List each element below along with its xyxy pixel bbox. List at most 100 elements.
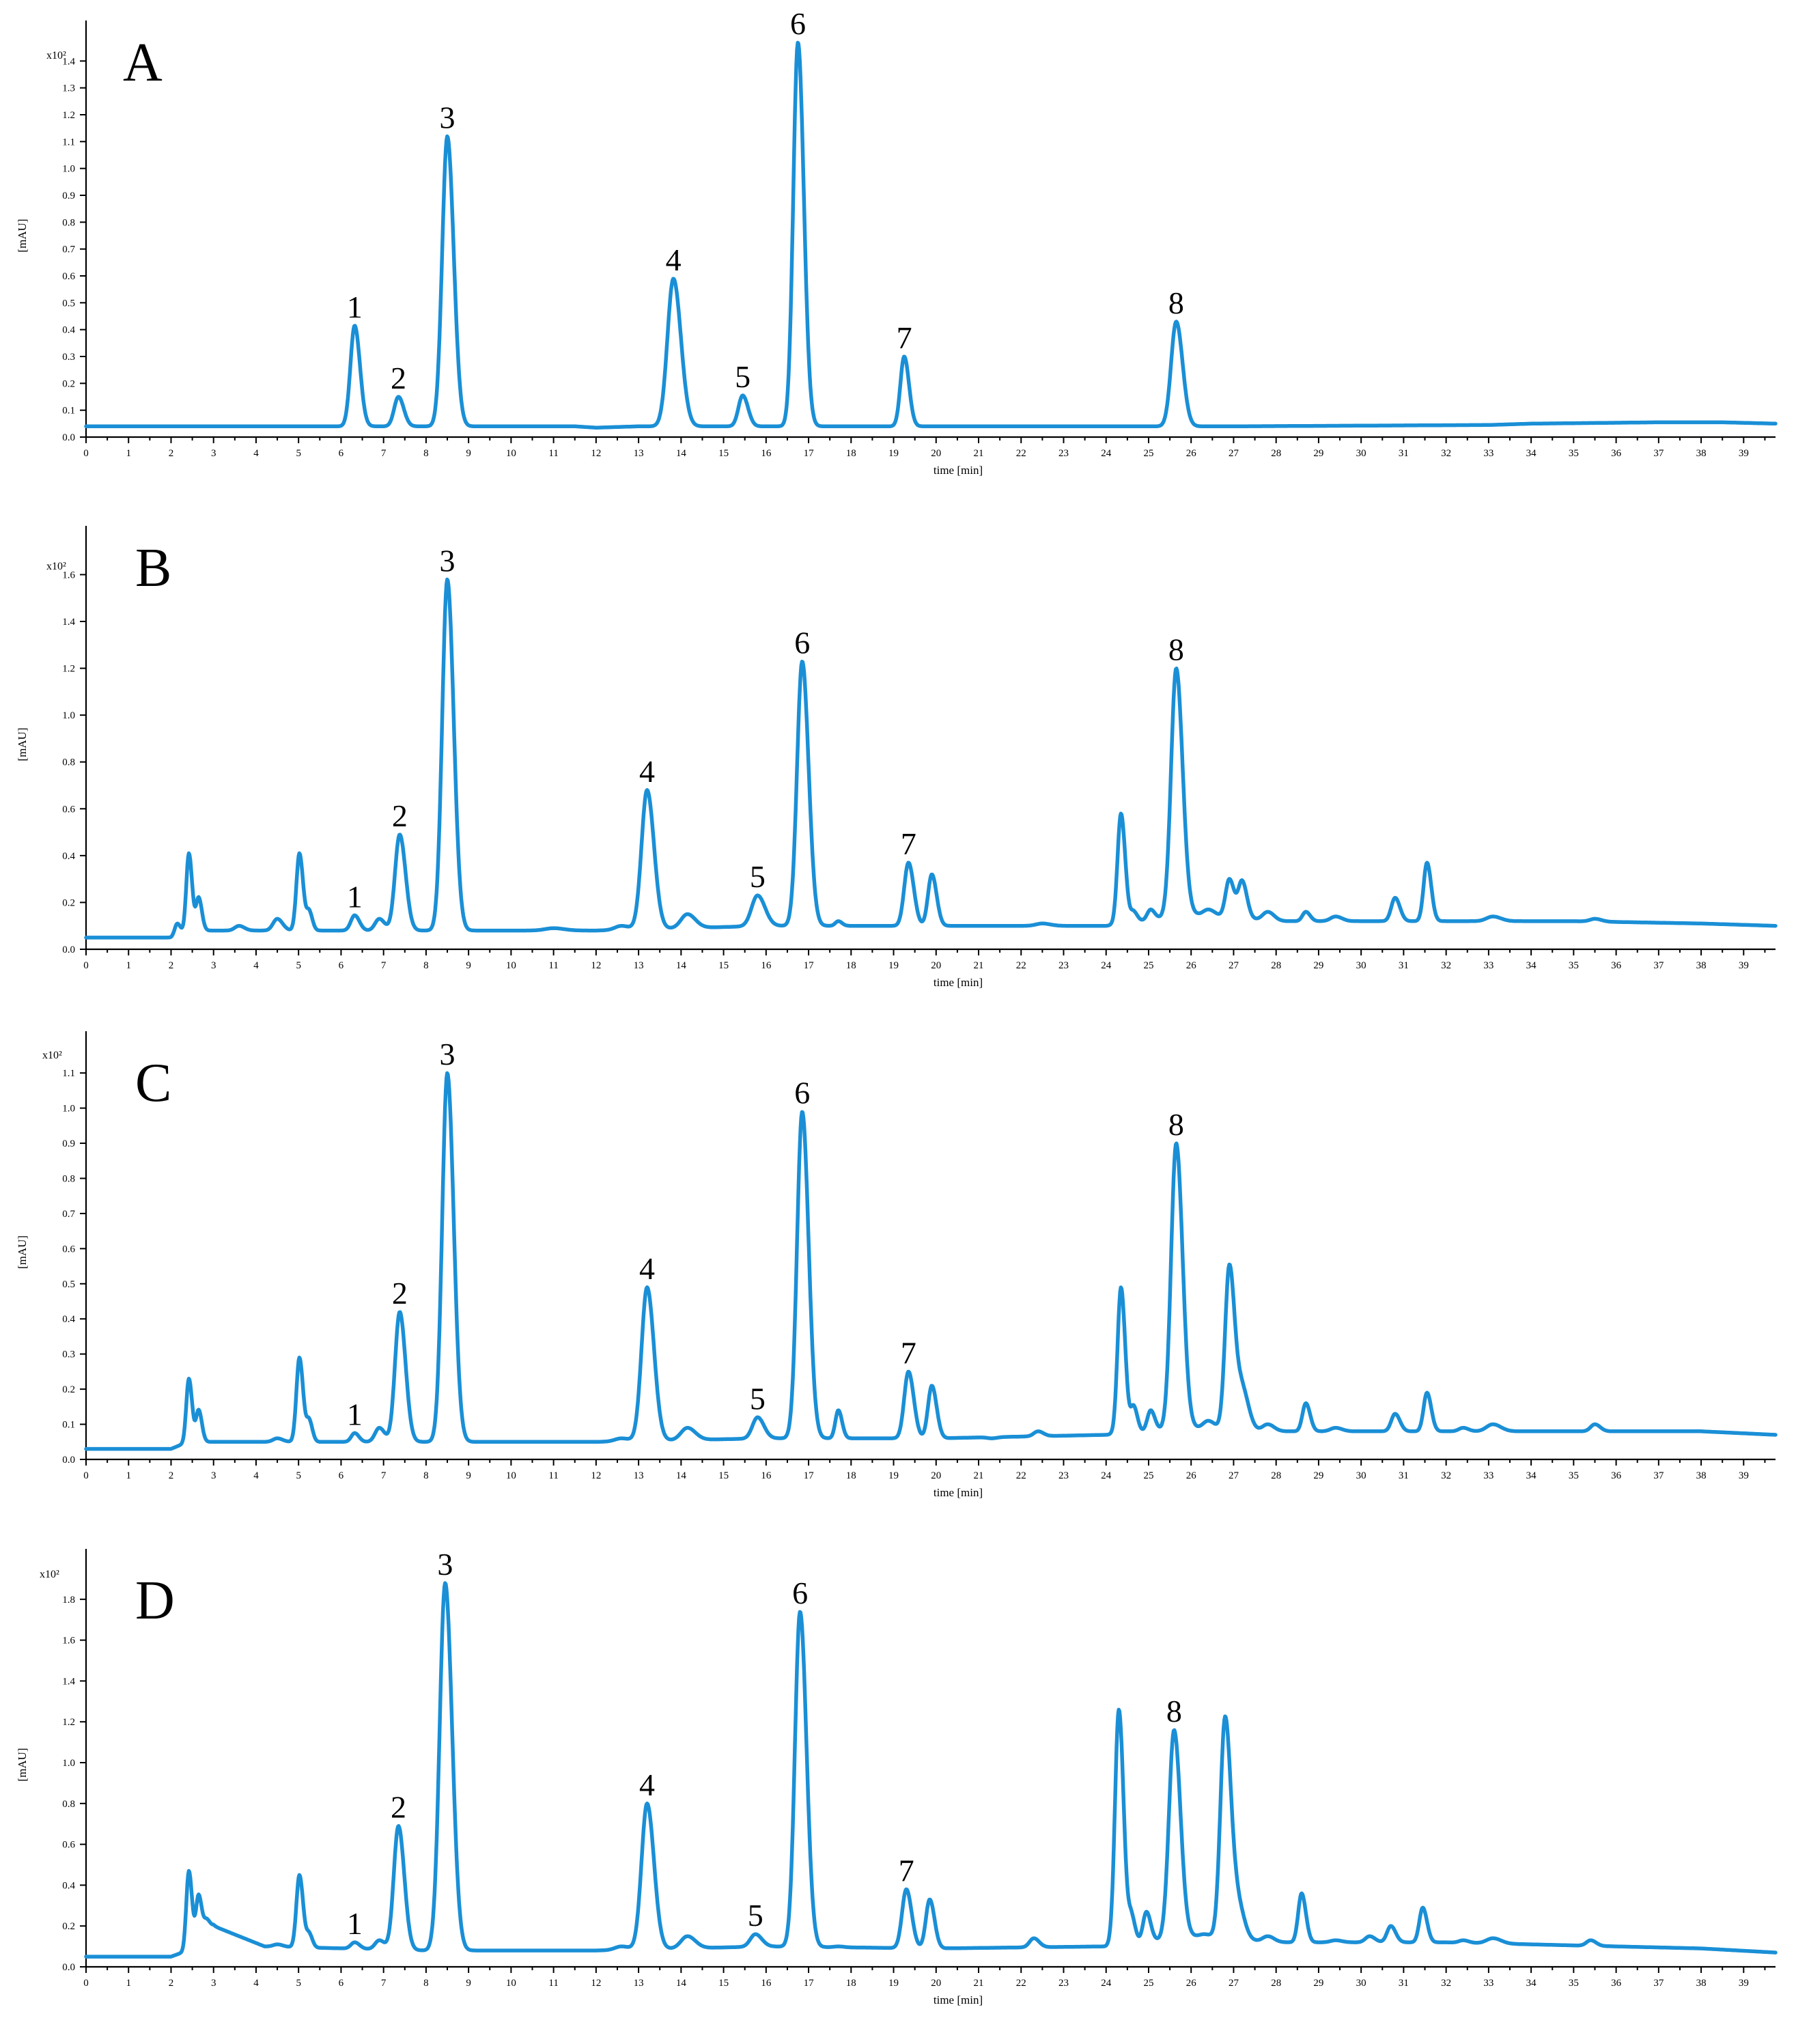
y-tick-label: 0.2 (62, 378, 75, 389)
peak-label-7: 7 (901, 1335, 916, 1370)
y-tick-label: 1.0 (62, 710, 75, 721)
x-tick-label: 20 (931, 1978, 941, 1989)
x-tick-label: 10 (506, 960, 516, 971)
x-tick-label: 24 (1101, 1470, 1112, 1481)
x-tick-label: 7 (381, 1978, 387, 1989)
y-multiplier-label: x10² (42, 1050, 62, 1061)
x-tick-label: 3 (211, 960, 216, 971)
peak-label-2: 2 (392, 798, 408, 833)
x-tick-label: 14 (676, 448, 687, 459)
x-tick-label: 14 (676, 1978, 687, 1989)
y-tick-label: 0.4 (62, 1314, 75, 1325)
panel-D: 0 1 2 3 4 5 6 7 8 9 10 11 12 13 14 15 16 17 18 19 20 21 22 23 24… (16, 1547, 1778, 2006)
x-tick-label: 35 (1569, 1978, 1579, 1989)
y-tick-label: 1.1 (62, 137, 75, 148)
y-tick-label: 1.2 (62, 110, 75, 121)
x-tick-label: 32 (1441, 448, 1451, 459)
y-tick-label: 0.0 (62, 1455, 75, 1466)
x-tick-label: 22 (1016, 448, 1026, 459)
x-tick-label: 29 (1313, 960, 1323, 971)
x-tick-label: 3 (211, 1470, 216, 1481)
x-tick-label: 1 (126, 1978, 131, 1989)
peak-label-1: 1 (347, 1906, 363, 1941)
x-tick-label: 16 (761, 448, 772, 459)
x-tick-label: 15 (718, 1978, 729, 1989)
y-tick-label: 1.4 (62, 1676, 75, 1687)
y-axis-title: [mAU] (16, 1748, 29, 1781)
x-tick-label: 38 (1696, 960, 1707, 971)
peak-label-8: 8 (1168, 632, 1184, 667)
y-tick-label: 0.2 (62, 897, 75, 908)
x-tick-label: 27 (1229, 1978, 1239, 1989)
y-tick-label: 1.0 (62, 164, 75, 175)
panel-B: 0 1 2 3 4 5 6 7 8 9 10 11 12 13 14 15 16 17 18 19 20 21 22 23 24… (16, 526, 1778, 989)
x-axis-title: time [min] (934, 464, 983, 477)
x-tick-label: 4 (253, 1470, 259, 1481)
peak-label-1: 1 (347, 290, 363, 324)
y-tick-label: 1.4 (62, 56, 75, 67)
x-tick-label: 35 (1569, 448, 1579, 459)
x-tick-label: 33 (1483, 448, 1493, 459)
x-tick-label: 17 (804, 1978, 815, 1989)
peak-label-5: 5 (748, 1898, 763, 1933)
x-tick-label: 21 (974, 960, 984, 971)
peak-label-4: 4 (639, 1251, 655, 1286)
peak-label-6: 6 (794, 625, 810, 660)
y-tick-label: 0.2 (62, 1384, 75, 1395)
x-tick-label: 5 (296, 960, 301, 971)
x-tick-label: 0 (83, 448, 89, 459)
peak-label-5: 5 (750, 1381, 766, 1416)
y-tick-label: 1.1 (62, 1068, 75, 1079)
x-tick-label: 17 (804, 448, 815, 459)
x-tick-label: 9 (466, 1470, 471, 1481)
y-tick-label: 1.8 (62, 1595, 75, 1606)
x-tick-label: 33 (1483, 1978, 1493, 1989)
y-tick-label: 0.2 (62, 1921, 75, 1932)
x-tick-label: 34 (1526, 448, 1537, 459)
y-tick-label: 0.0 (62, 944, 75, 955)
x-tick-label: 18 (846, 960, 856, 971)
peak-label-1: 1 (347, 879, 363, 914)
x-tick-label: 34 (1526, 960, 1537, 971)
x-tick-label: 32 (1441, 1978, 1451, 1989)
x-tick-label: 36 (1611, 1978, 1622, 1989)
y-tick-label: 0.3 (62, 352, 75, 363)
y-tick-label: 0.0 (62, 432, 75, 443)
x-tick-label: 21 (974, 1470, 984, 1481)
x-tick-label: 15 (718, 960, 729, 971)
x-tick-label: 16 (761, 1978, 772, 1989)
x-tick-label: 34 (1526, 1470, 1537, 1481)
peak-label-2: 2 (392, 1276, 408, 1311)
x-tick-label: 13 (634, 960, 644, 971)
x-tick-label: 28 (1271, 960, 1281, 971)
x-tick-label: 39 (1739, 1470, 1749, 1481)
x-tick-label: 36 (1611, 448, 1622, 459)
x-tick-label: 4 (253, 960, 259, 971)
x-tick-label: 28 (1271, 448, 1281, 459)
x-tick-label: 35 (1569, 1470, 1579, 1481)
peak-label-7: 7 (901, 826, 916, 861)
x-tick-label: 7 (381, 1470, 387, 1481)
peak-label-3: 3 (440, 543, 455, 578)
x-tick-label: 27 (1229, 960, 1239, 971)
panel-letter: D (135, 1571, 175, 1631)
x-tick-label: 2 (169, 448, 174, 459)
x-tick-label: 38 (1696, 1978, 1707, 1989)
x-tick-label: 6 (339, 1470, 344, 1481)
x-tick-label: 0 (83, 1978, 89, 1989)
x-tick-label: 28 (1271, 1978, 1281, 1989)
x-tick-label: 24 (1101, 448, 1112, 459)
chromatogram-trace (84, 40, 1778, 430)
x-tick-label: 27 (1229, 448, 1239, 459)
peak-label-2: 2 (391, 361, 406, 395)
panel-letter: B (135, 538, 171, 598)
x-tick-label: 10 (506, 1470, 516, 1481)
x-tick-label: 26 (1186, 1978, 1197, 1989)
x-tick-label: 12 (591, 960, 601, 971)
y-tick-label: 0.7 (62, 1209, 75, 1220)
peak-label-1: 1 (347, 1397, 363, 1431)
y-tick-label: 0.0 (62, 1962, 75, 1973)
y-tick-label: 0.5 (62, 298, 75, 309)
panel-A: 0 1 2 3 4 5 6 7 8 9 10 11 12 13 14 15 16 17 18 19 20 21 22 23 24… (16, 6, 1778, 477)
